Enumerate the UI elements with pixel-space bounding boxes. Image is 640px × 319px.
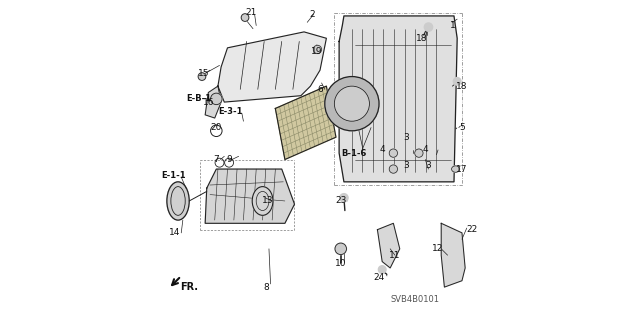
Text: 3: 3 bbox=[403, 161, 409, 170]
Text: 4: 4 bbox=[422, 145, 428, 154]
Text: 15: 15 bbox=[198, 69, 209, 78]
Polygon shape bbox=[441, 223, 465, 287]
Ellipse shape bbox=[167, 182, 189, 220]
Text: 18: 18 bbox=[417, 34, 428, 43]
Text: B-1-6: B-1-6 bbox=[341, 149, 366, 158]
Circle shape bbox=[324, 77, 379, 131]
Text: 11: 11 bbox=[389, 251, 401, 260]
Text: FR.: FR. bbox=[180, 282, 198, 292]
Text: 6: 6 bbox=[317, 85, 323, 94]
Ellipse shape bbox=[452, 166, 460, 172]
Polygon shape bbox=[218, 32, 326, 102]
Text: 10: 10 bbox=[335, 259, 346, 268]
Text: 7: 7 bbox=[214, 155, 219, 164]
Text: 20: 20 bbox=[211, 123, 222, 132]
Text: 23: 23 bbox=[335, 197, 346, 205]
Circle shape bbox=[211, 93, 222, 105]
Text: 22: 22 bbox=[466, 225, 477, 234]
Polygon shape bbox=[205, 169, 294, 223]
Circle shape bbox=[378, 266, 386, 273]
Text: E-B-1: E-B-1 bbox=[186, 94, 211, 103]
Circle shape bbox=[389, 165, 397, 173]
Text: 14: 14 bbox=[169, 228, 180, 237]
Circle shape bbox=[335, 243, 346, 255]
Text: E-1-1: E-1-1 bbox=[161, 171, 186, 180]
Text: 3: 3 bbox=[403, 133, 409, 142]
Text: 3: 3 bbox=[426, 161, 431, 170]
Text: 13: 13 bbox=[262, 197, 273, 205]
Ellipse shape bbox=[252, 187, 273, 215]
Text: SVB4B0101: SVB4B0101 bbox=[390, 295, 439, 304]
Polygon shape bbox=[275, 86, 336, 160]
Circle shape bbox=[453, 78, 461, 85]
Circle shape bbox=[424, 23, 433, 31]
Text: 1: 1 bbox=[449, 21, 455, 30]
Text: 17: 17 bbox=[456, 165, 468, 174]
Text: 16: 16 bbox=[203, 98, 214, 107]
Circle shape bbox=[340, 194, 348, 202]
Text: 12: 12 bbox=[433, 244, 444, 253]
Polygon shape bbox=[205, 86, 221, 118]
Text: 24: 24 bbox=[373, 273, 385, 282]
Circle shape bbox=[314, 45, 321, 54]
Circle shape bbox=[334, 86, 369, 121]
Circle shape bbox=[415, 149, 423, 157]
Circle shape bbox=[241, 14, 249, 21]
Text: 8: 8 bbox=[263, 283, 269, 292]
Text: 4: 4 bbox=[380, 145, 385, 154]
Polygon shape bbox=[378, 223, 400, 268]
Circle shape bbox=[389, 149, 397, 157]
Text: 18: 18 bbox=[456, 82, 468, 91]
Text: E-3-1: E-3-1 bbox=[218, 107, 243, 116]
Text: 19: 19 bbox=[311, 47, 323, 56]
Text: 5: 5 bbox=[459, 123, 465, 132]
Circle shape bbox=[198, 73, 206, 80]
Text: 2: 2 bbox=[309, 10, 315, 19]
Text: 21: 21 bbox=[246, 8, 257, 17]
Polygon shape bbox=[339, 16, 457, 182]
Text: 9: 9 bbox=[226, 155, 232, 164]
